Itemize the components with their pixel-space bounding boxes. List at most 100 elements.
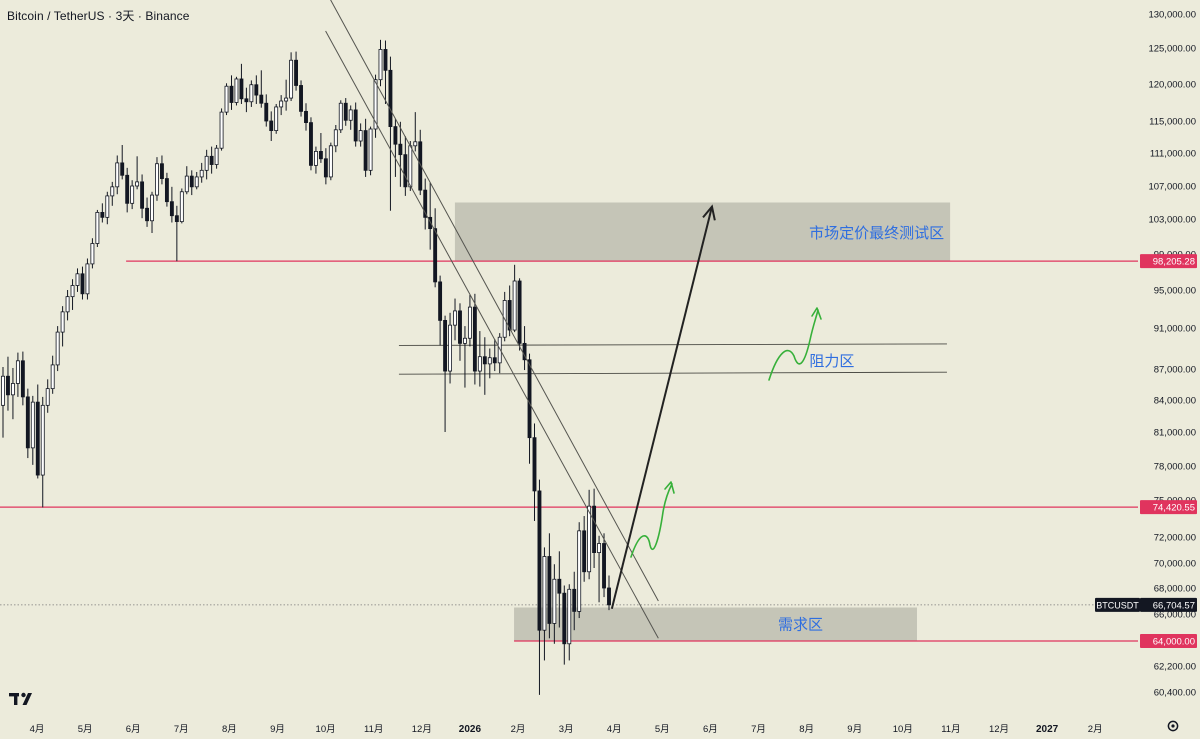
y-tick-label: 91,000.00 [1154, 324, 1196, 335]
candle [552, 578, 557, 624]
y-tick-label: 111,000.00 [1150, 149, 1196, 160]
x-tick-label: 4月 [30, 724, 45, 735]
market-test-zone [454, 202, 951, 262]
candle [393, 126, 398, 145]
x-tick-label: 11月 [364, 724, 383, 735]
candle [50, 364, 55, 390]
y-tick-label: 125,000.00 [1148, 44, 1196, 55]
resistance-label: 阻力区 [809, 352, 854, 370]
resistance-lower-line [398, 371, 947, 375]
candle [597, 543, 602, 554]
candle [328, 145, 333, 178]
candle [547, 556, 552, 624]
candle [572, 588, 577, 612]
candle [577, 530, 582, 612]
candle [582, 530, 587, 573]
candle [492, 357, 497, 364]
candle [517, 280, 522, 344]
candle [403, 154, 408, 188]
candle [6, 375, 10, 396]
candle [463, 337, 467, 344]
y-axis[interactable]: 60,400.00 62,200.00 64,000.00 66,000.00 68,0… [1148, 10, 1196, 699]
candle [10, 383, 15, 396]
candle [1, 375, 5, 406]
candle [140, 181, 145, 209]
candle [184, 175, 189, 193]
x-tick-label: 9月 [847, 724, 862, 735]
candle [254, 84, 259, 96]
candle [443, 319, 448, 372]
candle [587, 505, 592, 573]
candle [522, 342, 527, 361]
candle [105, 195, 110, 218]
x-tick-label: 6月 [126, 724, 141, 735]
candle [150, 194, 154, 222]
x-axis[interactable]: 4月 5月 6月 7月 8月 9月 10月 11月 12月 2026 2月 3月 4月 5月 6月 7月 8月 9… [30, 724, 1103, 735]
y-tick-label: 62,200.00 [1154, 662, 1196, 673]
candle [234, 78, 239, 103]
green-path-lower-head [664, 481, 675, 494]
candle [418, 141, 423, 191]
candle [532, 437, 537, 492]
candle [110, 186, 115, 197]
candle [30, 401, 35, 449]
x-tick-label: 3月 [559, 724, 574, 735]
candle [60, 311, 65, 333]
candle [80, 273, 85, 295]
candle [120, 162, 125, 176]
candle [358, 130, 363, 142]
candle [537, 490, 542, 631]
candle [274, 106, 279, 132]
x-tick-label: 5月 [655, 724, 670, 735]
candle [25, 396, 30, 449]
candle [209, 155, 214, 165]
trendline [325, 30, 659, 639]
candle [224, 85, 229, 113]
tradingview-logo-icon [9, 692, 32, 705]
y-tick-label: 84,000.00 [1154, 396, 1196, 407]
y-tick-label: 103,000.00 [1148, 215, 1196, 226]
y-tick-label: 95,000.00 [1154, 286, 1196, 297]
candle [199, 169, 204, 178]
candle [304, 110, 308, 123]
x-tick-label: 8月 [799, 724, 814, 735]
x-tick-label: 10月 [893, 724, 913, 735]
candle [155, 163, 159, 196]
candle [383, 49, 388, 71]
candle [378, 49, 383, 81]
level-price-tag-bg [1140, 634, 1197, 648]
y-tick-label: 115,000.00 [1149, 117, 1196, 128]
candle [95, 211, 100, 244]
x-tick-label: 9月 [270, 724, 285, 735]
candle [482, 356, 487, 365]
candle [214, 147, 219, 165]
zones-layer [454, 202, 951, 641]
candle [368, 128, 373, 171]
candle [179, 191, 184, 223]
y-tick-label: 66,000.00 [1154, 610, 1196, 621]
candle [40, 404, 45, 476]
candle [562, 592, 567, 645]
candle [239, 78, 244, 100]
candle [90, 243, 95, 265]
y-tick-label: 130,000.00 [1148, 10, 1196, 21]
y-tick-label: 107,000.00 [1148, 182, 1196, 193]
trendline [330, 0, 659, 602]
overlay-layer [325, 0, 822, 639]
y-tick-label: 87,000.00 [1154, 365, 1196, 376]
x-tick-label: 7月 [751, 724, 766, 735]
x-tick-label: 12月 [989, 724, 1009, 735]
green-path-lower [630, 483, 673, 558]
candle [259, 94, 264, 104]
candle [55, 331, 60, 366]
resistance-upper-line [398, 343, 947, 346]
candle [264, 102, 269, 122]
candle [433, 228, 438, 283]
candle [398, 143, 403, 156]
candle [145, 207, 149, 222]
candle [318, 150, 323, 160]
x-tick-label: 10月 [316, 724, 336, 735]
gear-icon[interactable] [1166, 719, 1180, 733]
